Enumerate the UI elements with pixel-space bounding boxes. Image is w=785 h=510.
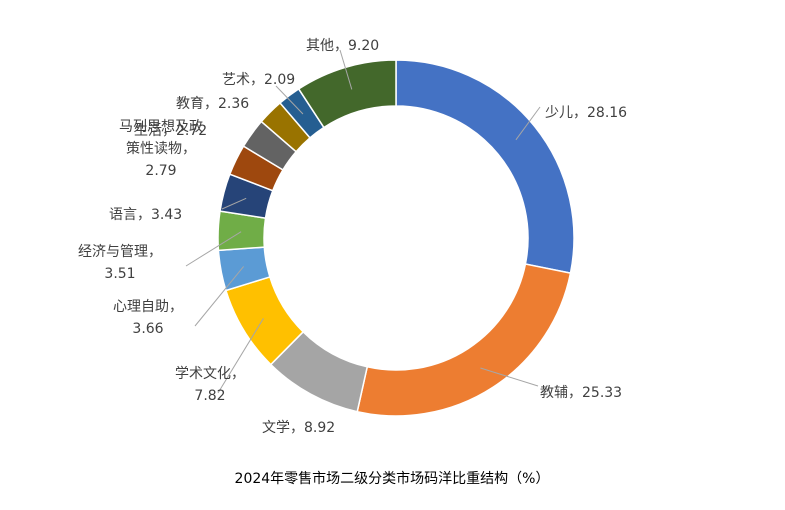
data-label-line: 少儿，28.16	[545, 105, 627, 121]
data-label-line: 其他，9.20	[306, 38, 379, 54]
data-label-3: 文学，8.92	[262, 420, 335, 436]
leader-line-2	[480, 367, 539, 387]
leader-line-12	[339, 49, 353, 90]
data-label-line: 3.51	[104, 266, 135, 282]
data-label-5: 心理自助， 3.66	[113, 299, 183, 337]
slice-1	[395, 59, 575, 275]
data-label-line: 艺术，2.09	[222, 72, 295, 88]
leader-line-4	[217, 318, 264, 394]
data-label-line: 经济与管理，	[78, 244, 162, 260]
data-label-4: 学术文化， 7.82	[175, 366, 245, 404]
data-label-line: 策性读物，	[126, 140, 196, 157]
data-label-line: 语言，3.43	[109, 207, 182, 223]
data-label-12: 其他，9.20	[306, 38, 379, 54]
leader-line-6	[185, 231, 242, 267]
slice-2	[356, 263, 572, 417]
data-label-line: 马列思想及政	[119, 119, 203, 135]
data-label-line: 2.79	[145, 163, 176, 179]
data-label-line: 心理自助，	[113, 299, 183, 315]
data-label-7: 语言，3.43	[109, 207, 182, 223]
leader-lines-group	[185, 49, 541, 394]
data-label-10: 教育，2.36	[176, 96, 249, 112]
slices-group	[217, 59, 575, 417]
data-label-line: 生活，2.72	[134, 123, 207, 139]
leader-line-7	[221, 197, 247, 210]
data-label-1: 少儿，28.16	[545, 105, 627, 121]
data-labels-group: 少儿，28.16 教辅，25.33 文学，8.92 学术文化， 7.82 心理自助， 3.6…	[78, 38, 627, 436]
data-label-6: 经济与管理， 3.51	[78, 244, 162, 282]
data-label-line: 教辅，25.33	[540, 385, 622, 401]
leader-line-11	[275, 85, 304, 115]
leader-line-1	[515, 106, 541, 141]
data-label-line: 3.66	[132, 321, 163, 337]
data-label-11: 艺术，2.09	[222, 72, 295, 88]
data-label-line: 7.82	[194, 388, 225, 404]
data-label-9: 生活，2.72	[134, 123, 207, 139]
data-label-line: 学术文化，	[175, 366, 245, 382]
slice-12	[297, 59, 397, 129]
chart-title: 2024年零售市场二级分类市场码洋比重结构（%）	[235, 470, 550, 487]
data-label-line: 文学，8.92	[262, 420, 335, 436]
leader-line-5	[194, 266, 245, 327]
data-label-2: 教辅，25.33	[540, 385, 622, 401]
data-label-8: 马列思想及政策性读物， 2.79	[119, 119, 203, 179]
data-label-line: 教育，2.36	[176, 96, 249, 112]
